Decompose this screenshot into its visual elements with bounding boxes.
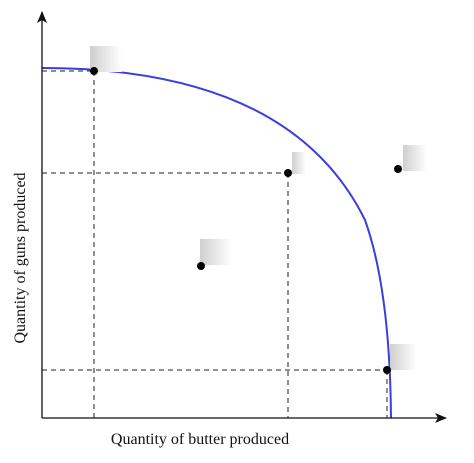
point-d xyxy=(394,165,402,173)
label-box-c xyxy=(390,344,416,370)
point-b xyxy=(284,169,292,177)
point-e xyxy=(197,262,205,270)
label-boxes xyxy=(90,46,427,370)
label-box-e xyxy=(200,239,232,265)
production-possibilities-frontier xyxy=(41,67,392,419)
label-box-d xyxy=(403,145,427,171)
point-c xyxy=(383,366,391,374)
guide-lines xyxy=(42,70,388,418)
x-axis-label: Quantity of butter produced xyxy=(111,431,289,448)
y-axis-label: Quantity of guns produced xyxy=(12,172,29,343)
label-box-b xyxy=(292,152,306,174)
point-a xyxy=(90,67,98,75)
points xyxy=(90,67,402,374)
